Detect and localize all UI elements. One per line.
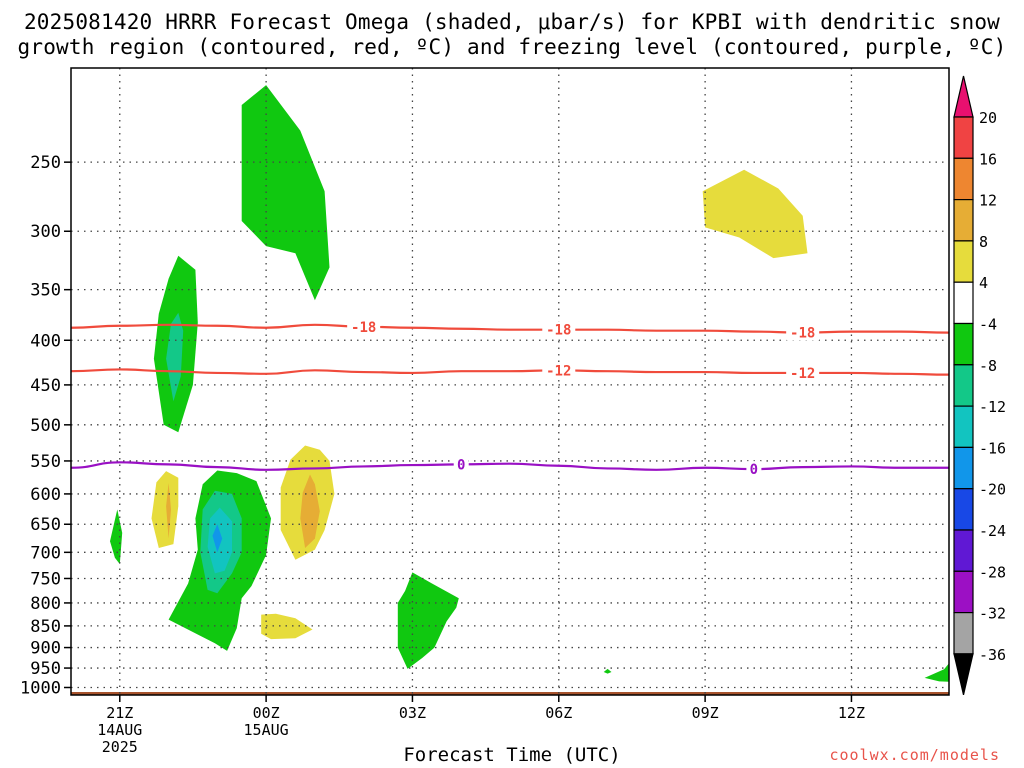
contour-label-bg [786,364,820,381]
plot-frame [70,67,950,696]
contour-label-bg [542,321,576,338]
chart-title-line-2: growth region (contoured, red, ºC) and f… [17,35,1007,59]
grid-lines [71,68,949,695]
y-tick-label: 1000 [20,678,61,698]
contour-label-bg [746,461,762,478]
colorbar-box [953,322,974,366]
colorbar-label: 12 [979,192,997,210]
pressure-axis: 2503003504004505005506006507007508008509… [20,153,71,698]
colorbar-label: 20 [979,109,997,127]
colorbar: 20 16 12 8 4 -4 -8 -12 -16 -20 -24 -28 -32 -36 [953,75,1006,696]
y-tick-label: 650 [30,515,61,535]
y-tick-label: 950 [30,659,61,679]
y-tick-label: 600 [30,485,61,505]
colorbar-box [953,405,974,449]
contour-label: -12 [546,363,571,379]
x-tick-label: 00Z [253,704,280,722]
contour-label-bg [786,324,820,341]
y-tick-label: 350 [30,281,61,301]
contour-label-bg [542,362,576,379]
omega-region [924,663,949,682]
y-tick-label: 550 [30,452,61,472]
colorbar-label: 16 [979,150,997,168]
colorbar-label: -32 [979,605,1006,623]
omega-region [241,85,330,301]
colorbar-box [953,529,974,572]
colorbar-box [953,116,974,159]
contour-label: -12 [790,366,815,382]
temperature-contours: -18 -18 -18 -12 -12 0 0 [71,318,949,478]
x-tick-label: 12Z [838,704,865,722]
contour-label: -18 [351,320,376,336]
colorbar-box [953,611,974,655]
colorbar-max-arrow [953,75,974,118]
omega-shading [110,85,949,682]
omega-region [603,668,612,674]
x-tick-label: 2025 [102,738,138,756]
x-tick-label: 06Z [545,704,572,722]
contour-line [71,461,949,471]
omega-region [300,474,320,548]
omega-region [151,471,179,548]
colorbar-min-arrow [953,653,974,696]
omega-region [212,524,223,553]
colorbar-box [953,240,974,283]
colorbar-box [953,281,974,325]
ground-surface [71,692,949,695]
colorbar-label: 4 [979,274,988,292]
colorbar-box [953,199,974,242]
y-tick-label: 300 [30,222,61,242]
site-credit: coolwx.com/models [829,746,1000,764]
y-tick-label: 800 [30,594,61,614]
x-tick-label: 03Z [399,704,426,722]
y-tick-label: 700 [30,543,61,563]
colorbar-label: -8 [979,357,997,375]
y-tick-label: 500 [30,416,61,436]
chart-title-line-1: 2025081420 HRRR Forecast Omega (shaded, … [23,10,1001,34]
colorbar-label: -28 [979,563,1006,581]
contour-label-bg [347,318,381,335]
colorbar-box [953,157,974,201]
contour-label-bg [453,456,469,473]
colorbar-label: -20 [979,481,1006,499]
y-tick-label: 450 [30,376,61,396]
x-tick-label: 09Z [692,704,719,722]
colorbar-label: -24 [979,522,1006,540]
y-tick-label: 900 [30,639,61,659]
colorbar-label: 8 [979,233,988,251]
colorbar-box [953,364,974,407]
x-tick-label: 14AUG [97,721,142,739]
contour-label: 0 [457,457,465,473]
x-tick-label: 21Z [106,704,133,722]
contour-label: -18 [790,326,815,342]
contour-label: -18 [546,323,571,339]
omega-region [397,572,459,669]
omega-region [166,312,184,402]
ground-fill [71,692,949,695]
colorbar-label: -4 [979,316,997,334]
colorbar-label: -36 [979,646,1006,664]
colorbar-box [953,488,974,531]
y-tick-label: 400 [30,331,61,351]
colorbar-label: -16 [979,439,1006,457]
x-tick-label: 15AUG [244,721,289,739]
colorbar-label: -12 [979,398,1006,416]
y-tick-label: 850 [30,617,61,637]
y-tick-label: 250 [30,153,61,173]
colorbar-box [953,446,974,490]
contour-label: 0 [750,462,758,478]
omega-region [702,169,808,259]
colorbar-box [953,570,974,614]
y-tick-label: 750 [30,569,61,589]
omega-region [166,483,171,539]
x-axis-title: Forecast Time (UTC) [403,744,621,766]
